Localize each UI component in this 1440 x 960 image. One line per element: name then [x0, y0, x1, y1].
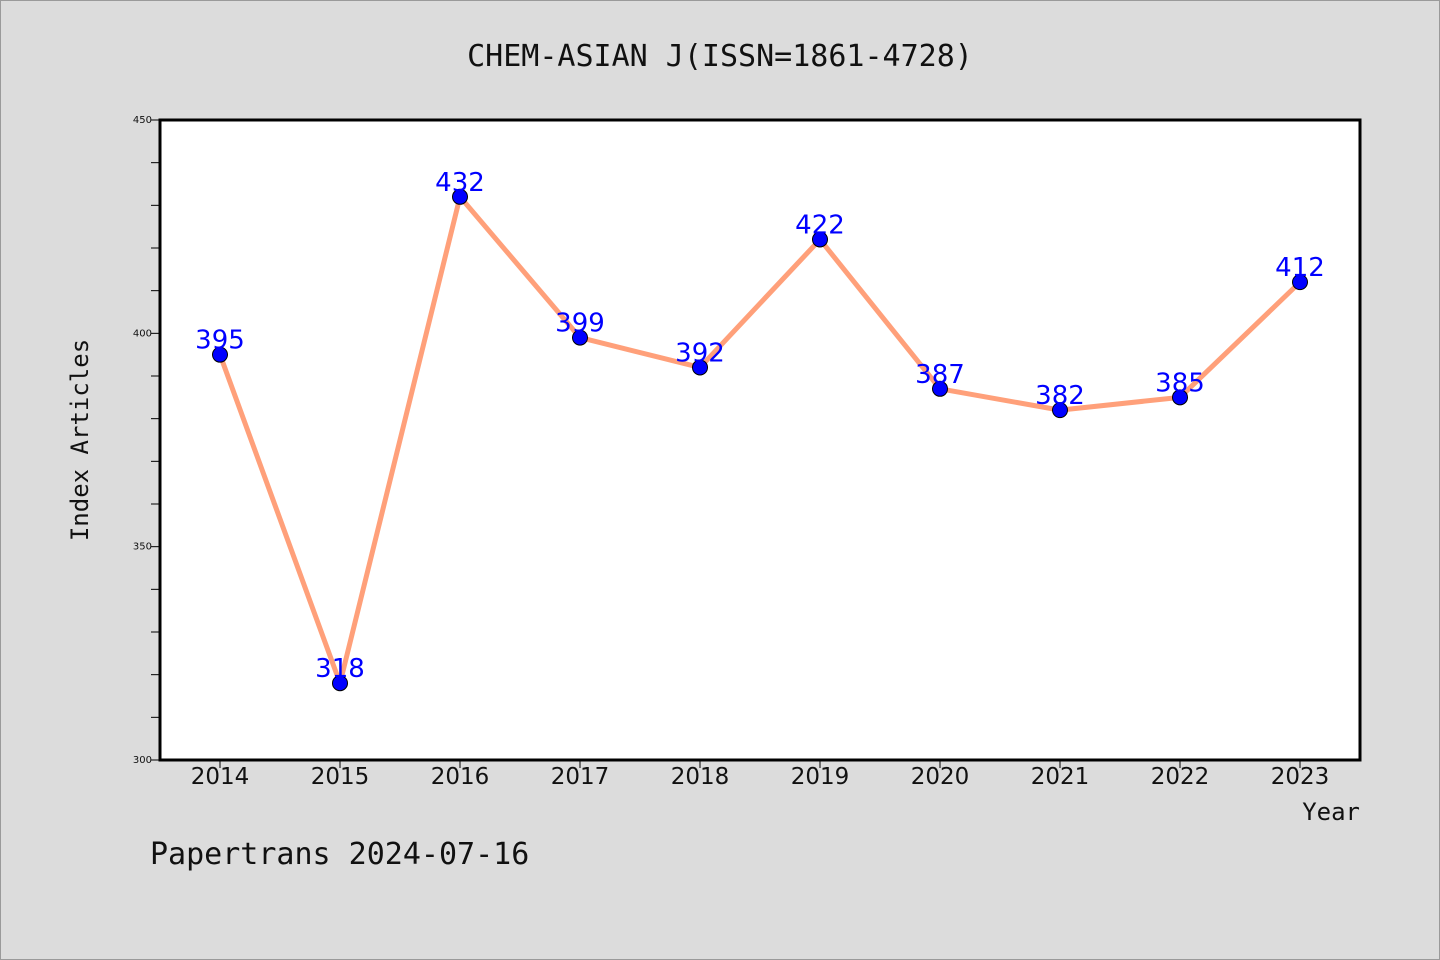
data-point	[932, 380, 948, 397]
data-label: 385	[1155, 368, 1205, 398]
x-tick-label: 2017	[551, 764, 610, 790]
data-point	[1172, 389, 1188, 406]
plot-area	[160, 120, 1360, 760]
footer-text: Papertrans 2024-07-16	[150, 837, 529, 872]
data-point	[572, 329, 588, 346]
x-tick-label: 2018	[671, 764, 730, 790]
data-point	[1052, 402, 1068, 419]
data-label: 387	[915, 360, 965, 390]
y-axis-label: Index Articles	[66, 339, 94, 541]
data-label: 432	[435, 168, 485, 198]
data-label: 318	[315, 654, 365, 684]
x-tick-label: 2023	[1271, 764, 1330, 790]
data-point	[332, 675, 348, 692]
data-label: 392	[675, 338, 725, 368]
axis-ticks: 300 350 400 450 2014 2015 2016 2017 2018 2019 2020…	[133, 115, 1329, 790]
data-point	[212, 346, 228, 363]
data-label: 395	[195, 326, 245, 356]
x-tick-label: 2020	[911, 764, 970, 790]
x-tick-label: 2014	[191, 764, 250, 790]
x-tick-label: 2019	[791, 764, 850, 790]
data-label: 399	[555, 309, 605, 339]
data-point	[1292, 274, 1308, 291]
data-label: 412	[1275, 253, 1325, 283]
x-tick-label: 2015	[311, 764, 370, 790]
y-tick-label: 350	[133, 542, 152, 553]
data-label: 382	[1035, 381, 1085, 411]
series-line	[217, 194, 1303, 686]
x-axis-label: Year	[1302, 798, 1360, 826]
y-tick-label: 400	[133, 328, 152, 339]
plot-frame	[158, 118, 1362, 762]
data-point	[452, 188, 468, 205]
x-tick-label: 2016	[431, 764, 490, 790]
data-label: 422	[795, 210, 845, 240]
data-point	[692, 359, 708, 376]
x-tick-label: 2022	[1151, 764, 1210, 790]
chart-title: CHEM-ASIAN J(ISSN=1861-4728)	[467, 39, 973, 74]
data-point	[812, 231, 828, 248]
y-tick-label: 300	[133, 755, 152, 766]
x-tick-label: 2021	[1031, 764, 1090, 790]
y-tick-label: 450	[133, 115, 152, 126]
series-layer: 395 318 432 399 392 422 387 382 385 412	[195, 168, 1325, 692]
